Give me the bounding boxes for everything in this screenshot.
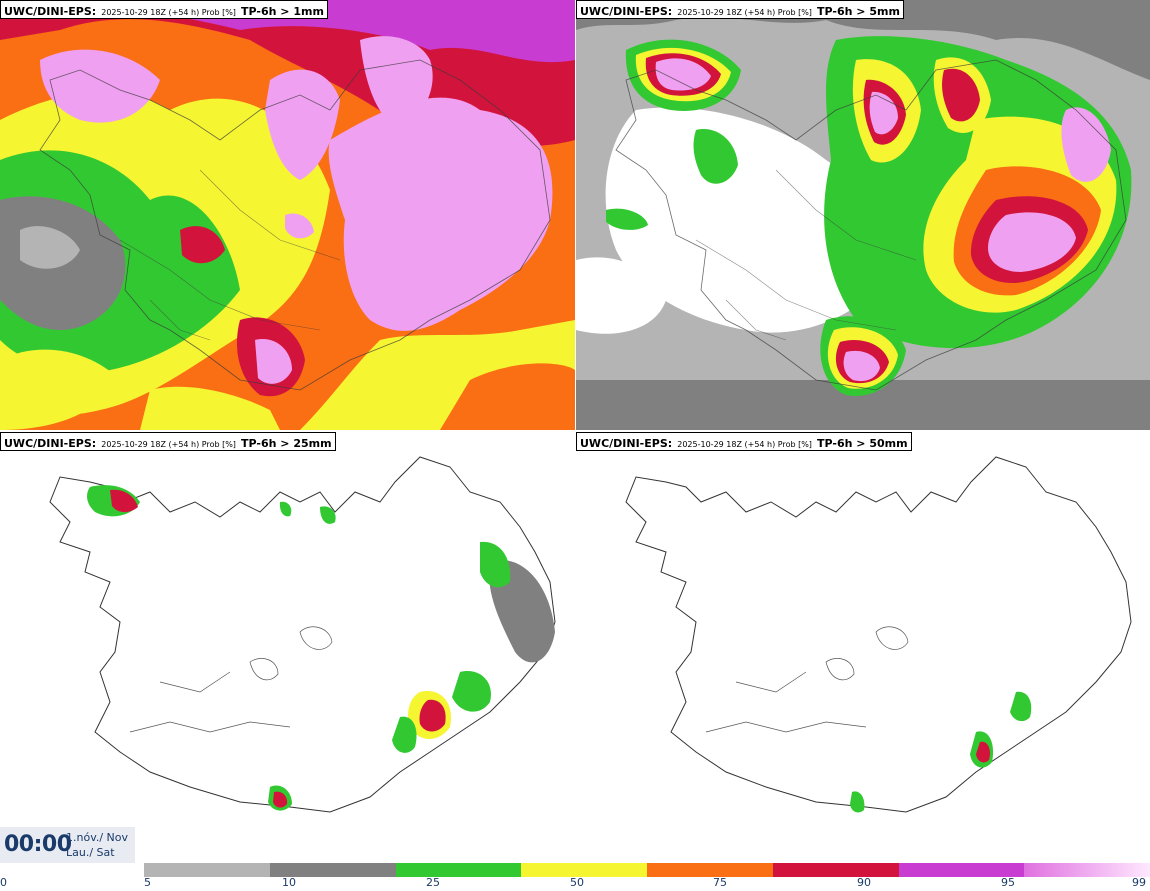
threshold-label: TP-6h > 50mm xyxy=(817,437,908,450)
run-label: 2025-10-29 18Z (+54 h) Prob [%] xyxy=(101,8,236,17)
valid-date-line-1: 1.nóv./ Nov xyxy=(66,831,129,844)
scale-swatch xyxy=(898,863,1025,877)
scale-tick-label: 50 xyxy=(570,876,584,889)
scale-tick-label: 0 xyxy=(0,876,7,889)
map-panel-25mm: UWC/DINI-EPS: 2025-10-29 18Z (+54 h) Pro… xyxy=(0,432,575,862)
valid-time: 00:00 xyxy=(4,832,72,857)
panel-header: UWC/DINI-EPS: 2025-10-29 18Z (+54 h) Pro… xyxy=(576,0,904,19)
model-label: UWC/DINI-EPS: xyxy=(580,5,673,18)
scale-swatch xyxy=(395,863,522,877)
model-label: UWC/DINI-EPS: xyxy=(580,437,673,450)
model-label: UWC/DINI-EPS: xyxy=(4,5,97,18)
probability-map-50mm xyxy=(576,432,1150,862)
map-panel-5mm: UWC/DINI-EPS: 2025-10-29 18Z (+54 h) Pro… xyxy=(576,0,1150,430)
scale-tick-label: 90 xyxy=(857,876,871,889)
scale-swatch xyxy=(144,863,270,877)
model-label: UWC/DINI-EPS: xyxy=(4,437,97,450)
panel-header: UWC/DINI-EPS: 2025-10-29 18Z (+54 h) Pro… xyxy=(0,432,336,451)
run-label: 2025-10-29 18Z (+54 h) Prob [%] xyxy=(101,440,236,449)
threshold-label: TP-6h > 5mm xyxy=(817,5,900,18)
scale-swatch xyxy=(1024,863,1150,877)
run-label: 2025-10-29 18Z (+54 h) Prob [%] xyxy=(677,8,812,17)
map-panel-1mm: UWC/DINI-EPS: 2025-10-29 18Z (+54 h) Pro… xyxy=(0,0,575,430)
scale-swatch xyxy=(647,863,773,877)
scale-swatch xyxy=(269,863,396,877)
scale-tick-label: 75 xyxy=(713,876,727,889)
probability-map-1mm xyxy=(0,0,575,430)
scale-tick-label: 5 xyxy=(144,876,151,889)
scale-swatch xyxy=(521,863,647,877)
run-label: 2025-10-29 18Z (+54 h) Prob [%] xyxy=(677,440,812,449)
scale-tick-label: 25 xyxy=(426,876,440,889)
threshold-label: TP-6h > 25mm xyxy=(241,437,332,450)
scale-swatch xyxy=(772,863,899,877)
color-scale-bar xyxy=(144,863,1150,877)
valid-date-line-2: Lau./ Sat xyxy=(66,846,115,859)
scale-tick-label: 95 xyxy=(1001,876,1015,889)
probability-map-5mm xyxy=(576,0,1150,430)
scale-tick-label: 10 xyxy=(282,876,296,889)
panel-header: UWC/DINI-EPS: 2025-10-29 18Z (+54 h) Pro… xyxy=(0,0,328,19)
probability-map-25mm xyxy=(0,432,575,862)
panel-header: UWC/DINI-EPS: 2025-10-29 18Z (+54 h) Pro… xyxy=(576,432,912,451)
valid-time-box: 00:00 1.nóv./ Nov Lau./ Sat xyxy=(0,827,135,863)
scale-tick-label: 99 xyxy=(1132,876,1146,889)
map-panel-50mm: UWC/DINI-EPS: 2025-10-29 18Z (+54 h) Pro… xyxy=(576,432,1150,862)
threshold-label: TP-6h > 1mm xyxy=(241,5,324,18)
